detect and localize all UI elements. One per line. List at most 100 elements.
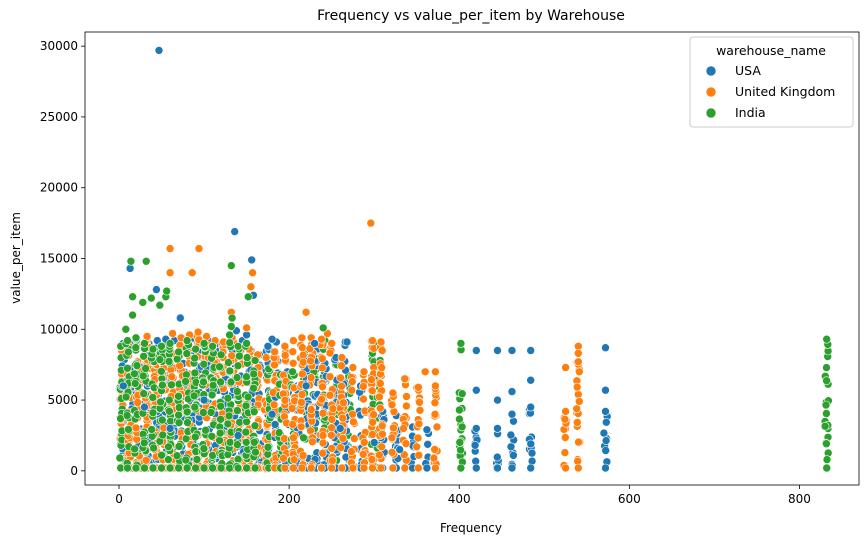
- point-india: [181, 434, 191, 444]
- point-united-kingdom: [327, 339, 337, 348]
- point-usa: [507, 463, 517, 473]
- point-india: [250, 421, 260, 431]
- point-united-kingdom: [573, 463, 583, 473]
- point-india: [822, 409, 831, 418]
- point-india: [156, 397, 165, 407]
- point-india: [126, 256, 136, 266]
- point-india: [241, 427, 251, 437]
- point-india: [822, 455, 832, 464]
- point-usa: [423, 439, 433, 449]
- point-united-kingdom: [369, 410, 378, 419]
- point-united-kingdom: [376, 463, 386, 473]
- point-united-kingdom: [366, 218, 376, 228]
- point-india: [224, 411, 234, 421]
- point-united-kingdom: [317, 334, 326, 344]
- point-india: [822, 463, 832, 473]
- point-united-kingdom: [377, 346, 387, 355]
- data-points: [115, 46, 833, 474]
- point-india: [158, 380, 167, 390]
- point-united-kingdom: [193, 327, 203, 337]
- point-united-kingdom: [359, 463, 369, 473]
- point-india: [182, 349, 192, 358]
- point-usa: [233, 431, 243, 440]
- point-india: [227, 313, 237, 323]
- x-tick-label: 600: [618, 492, 641, 506]
- legend-label-usa: USA: [735, 63, 761, 78]
- point-united-kingdom: [430, 398, 440, 408]
- point-united-kingdom: [327, 463, 337, 473]
- point-india: [141, 364, 150, 373]
- point-united-kingdom: [337, 463, 347, 473]
- point-india: [455, 438, 465, 447]
- point-india: [201, 425, 210, 435]
- point-india: [148, 463, 158, 473]
- point-india: [130, 369, 139, 379]
- point-india: [147, 425, 156, 434]
- point-united-kingdom: [400, 463, 410, 473]
- point-united-kingdom: [308, 437, 317, 447]
- point-united-kingdom: [368, 336, 377, 345]
- point-india: [263, 442, 273, 452]
- point-usa: [471, 463, 481, 473]
- point-usa: [526, 463, 536, 473]
- point-india: [123, 363, 132, 373]
- point-india: [250, 463, 260, 473]
- point-united-kingdom: [325, 348, 335, 358]
- point-usa: [119, 381, 128, 391]
- point-united-kingdom: [573, 357, 583, 367]
- point-united-kingdom: [348, 409, 357, 419]
- point-india: [233, 440, 242, 449]
- point-united-kingdom: [288, 420, 298, 429]
- point-india: [138, 371, 148, 381]
- point-india: [123, 336, 132, 345]
- x-axis: 0 200 400 600 800: [115, 485, 811, 506]
- point-india: [191, 463, 200, 473]
- point-india: [456, 445, 465, 455]
- point-india: [215, 362, 224, 372]
- point-united-kingdom: [298, 451, 308, 460]
- point-united-kingdom: [400, 374, 410, 384]
- point-india: [190, 402, 199, 412]
- point-india: [199, 444, 209, 453]
- point-usa: [526, 402, 536, 412]
- point-india: [215, 428, 225, 438]
- point-india: [225, 338, 234, 347]
- point-united-kingdom: [561, 463, 570, 473]
- point-india: [242, 372, 251, 382]
- point-united-kingdom: [358, 449, 368, 459]
- point-united-kingdom: [574, 397, 584, 406]
- chart-title: Frequency vs value_per_item by Warehouse: [317, 8, 625, 24]
- point-india: [181, 455, 191, 465]
- point-usa: [153, 336, 162, 345]
- point-india: [216, 350, 226, 360]
- point-india: [457, 389, 467, 399]
- point-united-kingdom: [327, 444, 337, 453]
- point-usa: [470, 440, 480, 450]
- point-united-kingdom: [165, 244, 175, 253]
- point-usa: [599, 428, 609, 438]
- point-india: [141, 256, 151, 266]
- point-india: [191, 344, 200, 354]
- y-axis-label: value_per_item: [9, 212, 23, 304]
- legend-marker-india: [705, 107, 717, 119]
- point-united-kingdom: [325, 390, 335, 400]
- point-usa: [230, 227, 239, 236]
- point-united-kingdom: [572, 404, 582, 414]
- point-united-kingdom: [298, 343, 307, 352]
- point-usa: [601, 436, 611, 445]
- point-india: [172, 354, 182, 364]
- point-usa: [506, 442, 516, 452]
- point-india: [149, 443, 158, 453]
- point-india: [224, 358, 233, 367]
- point-india: [157, 463, 166, 473]
- point-united-kingdom: [246, 282, 256, 292]
- point-usa: [526, 375, 536, 385]
- point-united-kingdom: [165, 268, 175, 278]
- point-india: [822, 439, 831, 449]
- point-usa: [310, 339, 319, 348]
- point-usa: [422, 425, 432, 435]
- point-india: [199, 339, 209, 348]
- point-united-kingdom: [242, 323, 251, 333]
- point-india: [128, 292, 137, 302]
